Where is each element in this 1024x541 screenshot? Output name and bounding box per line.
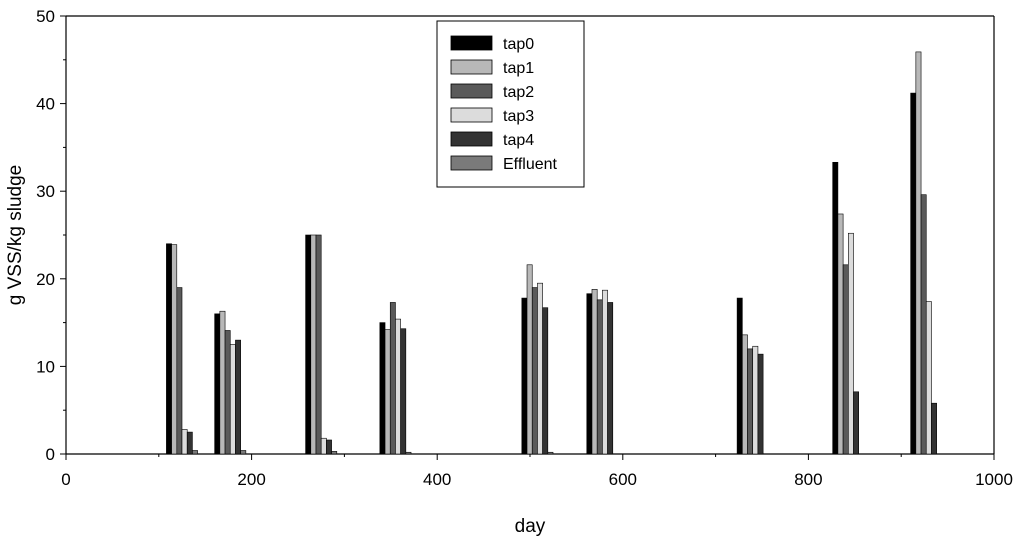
bar-tap1 [837, 213, 844, 455]
legend-swatch [450, 131, 493, 147]
bar-tap1 [219, 310, 226, 455]
bar-tap2 [176, 287, 183, 455]
y-tick-label: 10 [36, 357, 55, 376]
bar-tap3 [537, 282, 543, 455]
bar-tap1 [310, 234, 317, 455]
bar-tap0 [736, 297, 743, 455]
bar-tap4 [757, 353, 764, 455]
y-axis: 0 10 20 30 40 50 [36, 7, 66, 464]
bar-tap4 [931, 402, 937, 455]
bar-tap4 [542, 307, 549, 455]
x-tick-label: 600 [609, 470, 637, 489]
bar-tap1 [171, 244, 178, 455]
bar-tap3 [752, 345, 759, 455]
legend-label: tap3 [503, 108, 534, 125]
legend: tap0 tap1 tap2 tap3 tap4 Effluent [436, 20, 585, 188]
bar-tap1 [591, 289, 598, 455]
bar-tap0 [521, 297, 528, 455]
bar-tap4 [235, 339, 241, 455]
legend-swatch [450, 59, 493, 75]
legend-label: Effluent [503, 156, 558, 173]
bar-tap2 [315, 234, 322, 455]
bar-effluent [240, 450, 247, 455]
legend-swatch [450, 83, 493, 99]
legend-swatch [450, 35, 493, 51]
bar-tap4 [853, 391, 860, 455]
bar-tap0 [832, 161, 839, 455]
bar-tap1 [915, 51, 922, 455]
x-tick-label: 800 [794, 470, 822, 489]
y-axis-title: g VSS/kg sludge [5, 165, 26, 305]
bar-tap3 [320, 437, 327, 455]
bar-tap2 [747, 348, 754, 455]
bar-tap4 [400, 328, 407, 455]
legend-swatch [450, 107, 493, 123]
bar-tap4 [326, 439, 332, 455]
bar-effluent [547, 451, 554, 455]
bar-tap3 [395, 318, 401, 455]
legend-label: tap0 [503, 36, 534, 53]
bar-tap2 [596, 299, 603, 455]
bar-tap0 [586, 293, 593, 455]
y-tick-label: 0 [46, 445, 55, 464]
bar-tap4 [186, 431, 193, 455]
legend-label: tap2 [503, 84, 534, 101]
x-tick-label: 200 [237, 470, 265, 489]
bar-tap0 [379, 322, 386, 455]
x-axis-title: day [515, 516, 546, 537]
y-tick-label: 20 [36, 270, 55, 289]
bar-tap4 [607, 302, 614, 455]
bar-tap3 [229, 344, 236, 455]
bar-effluent [405, 451, 412, 455]
bar-tap1 [384, 329, 391, 455]
bar-tap2 [389, 302, 396, 455]
legend-swatch [450, 155, 493, 171]
bar-tap2 [842, 264, 849, 455]
y-tick-label: 50 [36, 7, 55, 26]
y-tick-label: 30 [36, 182, 55, 201]
y-tick-label: 40 [36, 95, 55, 114]
bar-tap0 [166, 243, 172, 455]
bar-tap3 [181, 429, 188, 455]
x-tick-label: 400 [423, 470, 451, 489]
x-tick-label: 1000 [975, 470, 1013, 489]
bar-tap1 [742, 334, 748, 455]
bar-tap0 [910, 92, 917, 455]
x-tick-label: 0 [61, 470, 70, 489]
bar-tap2 [531, 287, 538, 455]
bar-tap1 [526, 264, 533, 455]
legend-label: tap4 [503, 132, 534, 149]
bar-tap0 [305, 234, 312, 455]
x-axis: 0 200 400 600 800 1000 [61, 454, 1013, 489]
bar-tap3 [925, 301, 932, 455]
legend-label: tap1 [503, 60, 534, 77]
bar-tap0 [214, 313, 221, 455]
bar-tap2 [920, 194, 927, 455]
bar-tap3 [602, 289, 608, 455]
bar-tap3 [848, 232, 854, 455]
bar-effluent [331, 451, 338, 455]
bar-tap2 [224, 330, 231, 455]
bar-effluent [192, 450, 198, 455]
bar-group [166, 51, 937, 455]
